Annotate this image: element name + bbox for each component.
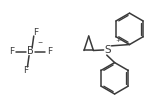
Text: F: F	[9, 47, 14, 56]
Text: +: +	[115, 38, 120, 43]
Text: −: −	[38, 40, 43, 45]
Text: F: F	[23, 66, 28, 75]
Text: F: F	[33, 28, 38, 37]
Text: B: B	[27, 46, 34, 57]
Text: S: S	[104, 45, 111, 55]
Text: F: F	[47, 47, 52, 56]
